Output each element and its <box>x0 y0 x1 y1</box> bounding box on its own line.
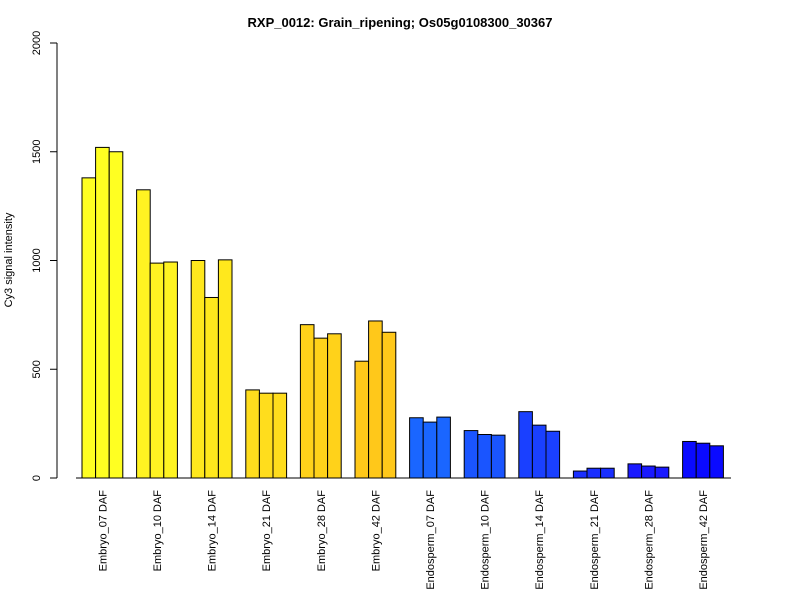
bar <box>327 333 342 479</box>
category-label: Embryo_42 DAF <box>370 490 382 572</box>
bar <box>108 151 124 479</box>
category-label: Endosperm_14 DAF <box>534 490 546 590</box>
bar <box>354 360 370 479</box>
bar <box>136 189 151 479</box>
bar <box>695 442 711 479</box>
bar <box>490 434 506 479</box>
bar <box>217 259 233 479</box>
bar <box>245 389 260 479</box>
bar <box>190 260 206 479</box>
bar <box>682 440 697 479</box>
bar <box>95 146 110 479</box>
bar <box>463 430 479 479</box>
y-tick-label: 1000 <box>31 248 43 272</box>
bar <box>641 465 656 479</box>
bar <box>709 445 724 479</box>
bar <box>572 470 588 479</box>
bar <box>409 417 424 479</box>
bar <box>163 261 178 479</box>
category-label: Endosperm_42 DAF <box>698 490 710 590</box>
bar <box>436 416 451 479</box>
bar <box>258 392 274 479</box>
y-tick-label: 2000 <box>31 31 43 55</box>
category-label: Endosperm_21 DAF <box>589 490 601 590</box>
y-axis: 0 500 1000 1500 2000 <box>31 31 58 481</box>
bar <box>518 411 533 479</box>
category-label: Embryo_21 DAF <box>261 490 273 572</box>
bars <box>81 146 724 479</box>
bar <box>422 421 438 479</box>
category-label: Embryo_28 DAF <box>316 490 328 572</box>
category-label: Embryo_14 DAF <box>207 490 219 572</box>
category-label: Endosperm_28 DAF <box>643 490 655 590</box>
bar <box>381 331 397 479</box>
bar <box>368 320 383 479</box>
bar <box>299 324 315 479</box>
y-tick-label: 1500 <box>31 140 43 164</box>
y-axis-label: Cy3 signal intensity <box>3 212 15 307</box>
bar <box>654 466 670 479</box>
bar <box>313 337 329 479</box>
category-labels: Embryo_07 DAF Embryo_10 DAF Embryo_14 DAF E… <box>97 490 710 590</box>
chart-title: RXP_0012: Grain_ripening; Os05g0108300_3… <box>248 15 553 30</box>
category-label: Embryo_10 DAF <box>152 490 164 572</box>
y-tick-label: 500 <box>31 360 43 378</box>
bar <box>204 296 219 479</box>
y-tick-label: 0 <box>31 475 43 481</box>
bar <box>600 467 615 479</box>
bar <box>586 467 602 479</box>
category-label: Embryo_07 DAF <box>97 490 109 572</box>
bar <box>627 463 643 479</box>
bar <box>477 434 492 479</box>
bar <box>149 262 165 479</box>
category-label: Endosperm_10 DAF <box>480 490 492 590</box>
bar <box>272 392 288 479</box>
category-label: Endosperm_07 DAF <box>425 490 437 590</box>
bar <box>81 177 97 479</box>
bar <box>531 424 547 479</box>
bar <box>545 430 561 479</box>
